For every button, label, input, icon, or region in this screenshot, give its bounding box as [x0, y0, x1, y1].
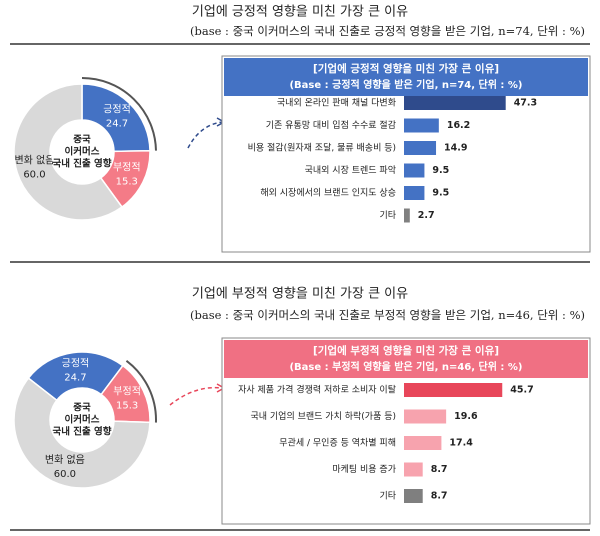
segment-value: 15.3: [116, 400, 138, 411]
donut-segment: [81, 83, 151, 153]
bar: [404, 186, 425, 200]
donut-segment: [13, 83, 124, 221]
bar: [404, 141, 437, 155]
section-title: 기업에 긍정적 영향을 미친 가장 큰 이유: [192, 5, 408, 20]
segment-label: 변화 없음: [45, 453, 85, 466]
bar: [404, 489, 423, 503]
section-title: 기업에 부정적 영향을 미친 가장 큰 이유: [192, 287, 408, 302]
center-label: 이커머스: [65, 146, 100, 158]
segment-value: 15.3: [116, 176, 138, 187]
arrow: [169, 386, 223, 406]
bar-value: 9.5: [432, 188, 449, 199]
section-subtitle: (base : 중국 이커머스의 국내 진출로 긍정적 영향을 받은 기업, n…: [190, 24, 585, 38]
bar-label: 국내외 시장 트렌드 파악: [305, 164, 396, 176]
center-label: 중국: [73, 403, 91, 414]
segment-value: 60.0: [54, 469, 76, 480]
segment-value: 60.0: [23, 169, 45, 180]
highlight-arc: [125, 360, 157, 423]
bar: [404, 208, 410, 223]
panel-header: [224, 58, 588, 96]
bar-label: 무관세 / 무인증 등 역차별 피해: [279, 437, 396, 449]
segment-label: 부정적: [113, 161, 141, 173]
bar: [404, 462, 423, 477]
segment-value: 24.7: [64, 372, 86, 383]
arrow: [187, 121, 223, 149]
bar-label: 국내외 온라인 판매 채널 다변화: [277, 97, 396, 109]
bar-label: 기타: [379, 210, 396, 221]
bar: [404, 409, 447, 424]
segment-value: 24.7: [106, 118, 128, 129]
bar-value: 45.7: [510, 385, 533, 396]
bar-label: 기존 유통망 대비 입점 수수료 절감: [266, 119, 396, 131]
donut-hole: [51, 121, 113, 183]
highlight-arc: [81, 77, 157, 151]
bar-value: 14.9: [444, 143, 467, 154]
panel-subtitle: (Base : 긍정적 영향을 받은 기업, n=74, 단위 : %): [289, 78, 522, 91]
bar: [404, 436, 442, 450]
panel-header: [224, 340, 588, 378]
center-label: 이커머스: [65, 414, 100, 426]
bar-value: 17.4: [449, 438, 473, 449]
bar-label: 해외 시장에서의 브랜드 인지도 상승: [260, 187, 396, 199]
bar-value: 19.6: [454, 411, 478, 422]
donut-hole: [51, 389, 113, 451]
bar: [404, 96, 506, 110]
center-label: 국내 진출 영향: [52, 426, 111, 438]
center-label: 국내 진출 영향: [52, 158, 111, 170]
segment-label: 긍정적: [103, 103, 131, 115]
bar-label: 기타: [379, 491, 396, 502]
bar-label: 비용 절감(원자재 조달, 물류 배송비 등): [248, 142, 396, 154]
bar-value: 8.7: [431, 464, 448, 475]
bar-label: 마케팅 비용 증가: [332, 464, 396, 475]
donut-segment: [13, 377, 151, 489]
bar-label: 자사 제품 가격 경쟁력 저하로 소비자 이탈: [238, 384, 396, 396]
bar-value: 2.7: [418, 210, 435, 221]
segment-label: 긍정적: [62, 357, 90, 369]
bar-value: 16.2: [447, 120, 470, 131]
bar-label: 국내 기업의 브랜드 가치 하락(가품 등): [250, 410, 396, 422]
bar: [404, 118, 439, 133]
center-label: 중국: [73, 135, 91, 146]
bar-value: 47.3: [514, 98, 537, 109]
panel-subtitle: (Base : 부정적 영향을 받은 기업, n=46, 단위 : %): [289, 360, 522, 373]
bar: [404, 383, 503, 397]
section-subtitle: (base : 중국 이커머스의 국내 진출로 부정적 영향을 받은 기업, n…: [190, 308, 585, 322]
panel-title: [기업에 긍정적 영향을 미친 가장 큰 이유]: [313, 62, 499, 75]
donut-segment: [27, 351, 124, 402]
bar-value: 9.5: [432, 165, 449, 176]
segment-label: 부정적: [113, 385, 141, 397]
segment-label: 변화 없음: [14, 153, 54, 166]
bar: [404, 163, 425, 178]
panel-title: [기업에 부정적 영향을 미친 가장 큰 이유]: [313, 344, 499, 357]
bar-value: 8.7: [431, 491, 448, 502]
